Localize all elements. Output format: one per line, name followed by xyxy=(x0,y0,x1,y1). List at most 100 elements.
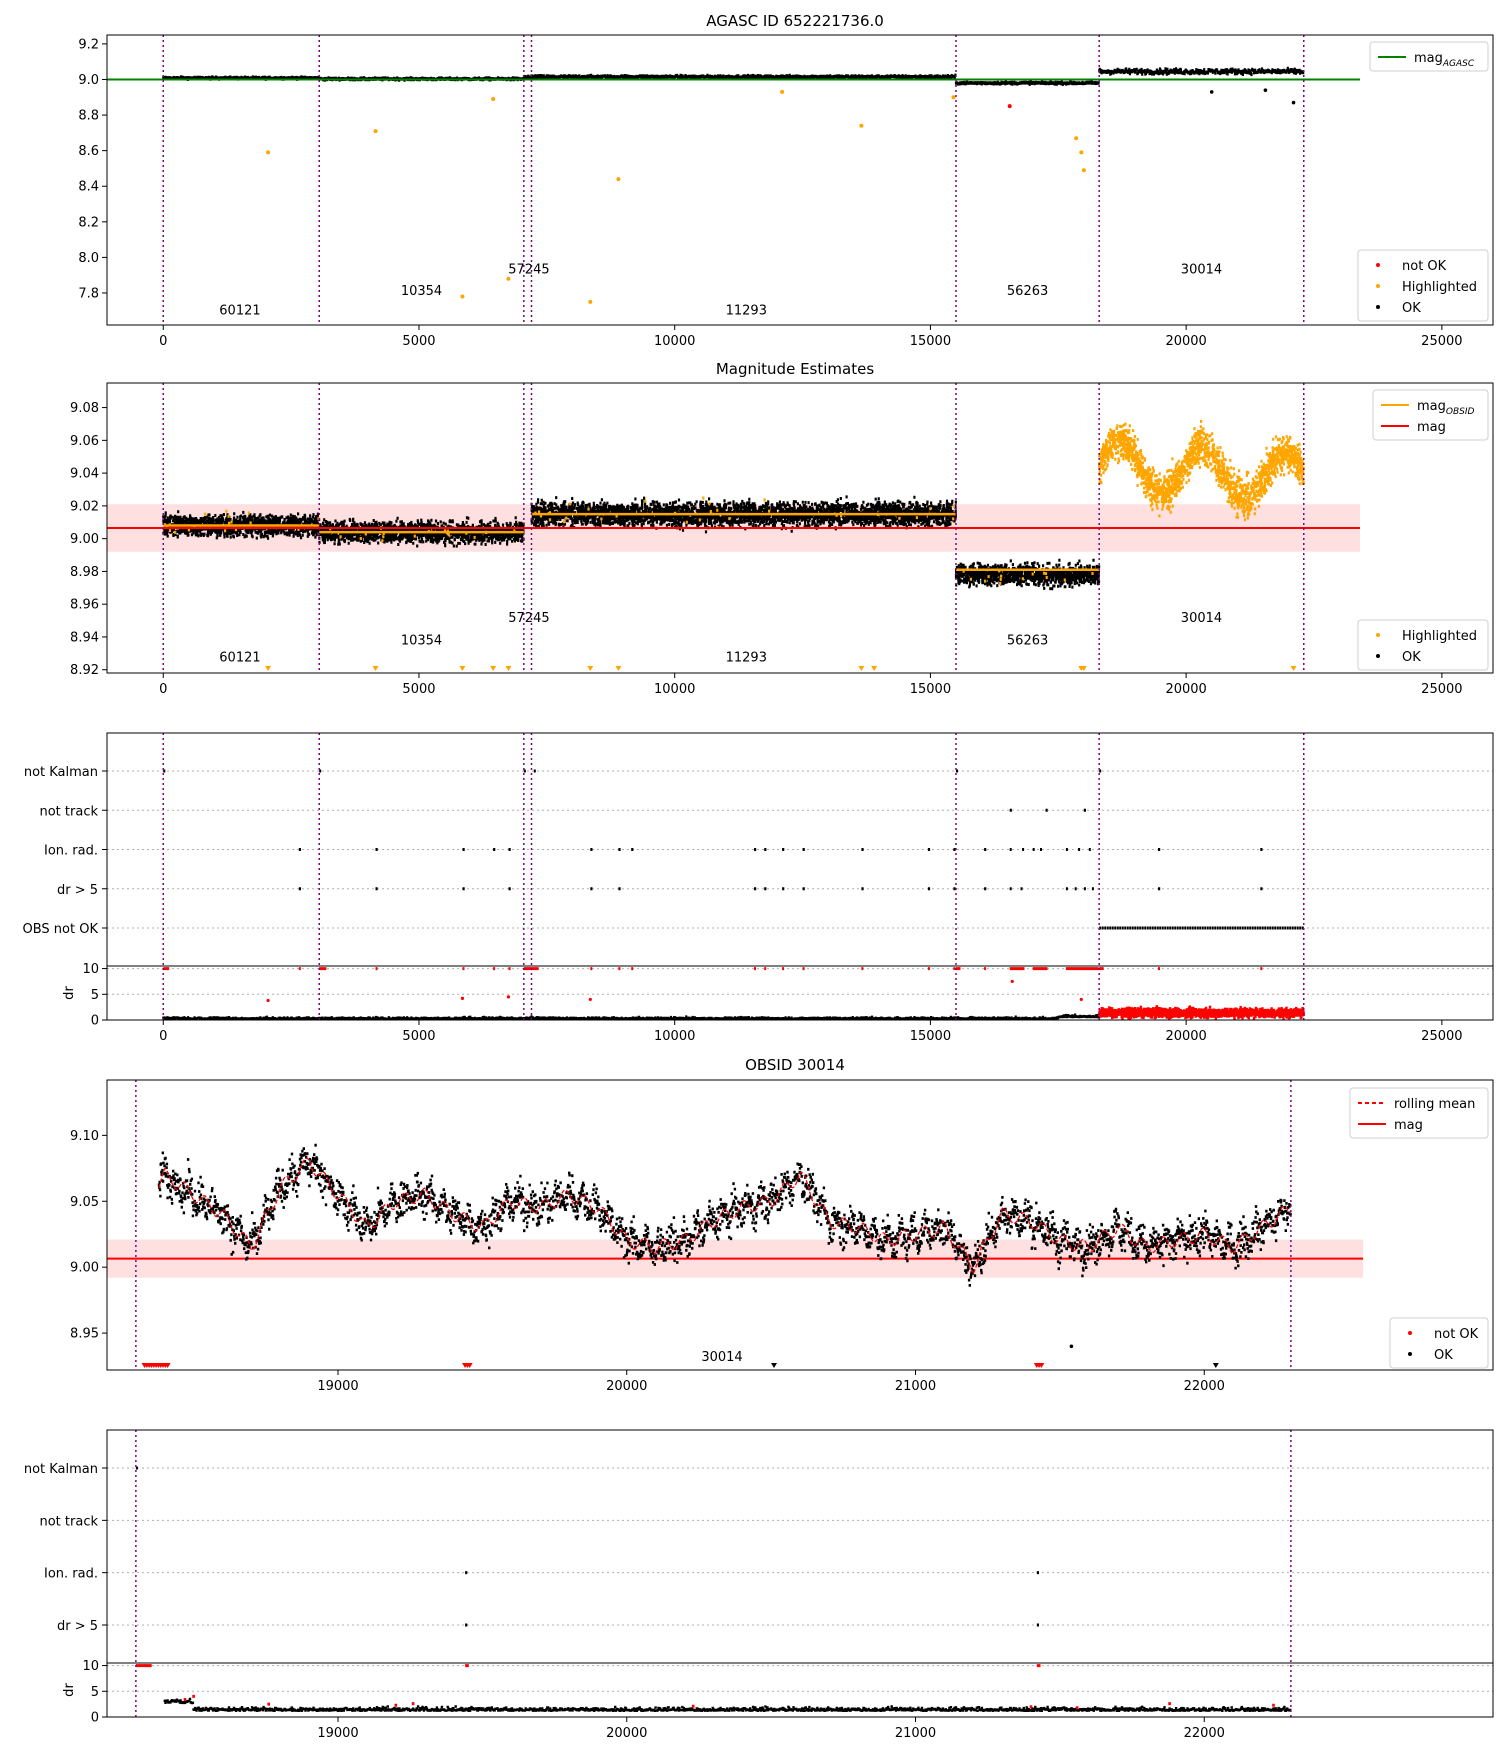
legend-frame xyxy=(1357,249,1489,322)
y-tick-label: 9.10 xyxy=(70,1129,99,1144)
highlighted-point xyxy=(951,95,956,100)
legend-label: OK xyxy=(1434,1348,1453,1363)
x-tick-label: 10000 xyxy=(654,334,695,349)
x-tick-label: 5000 xyxy=(402,334,435,349)
y-tick-label: 0 xyxy=(91,1014,99,1029)
clipped-marker xyxy=(372,666,379,671)
flag-row-label: not Kalman xyxy=(24,765,98,780)
not-ok-point xyxy=(1007,104,1012,109)
plot-frame xyxy=(106,34,1494,326)
legend-label: not OK xyxy=(1402,259,1447,274)
legend-marker xyxy=(1376,654,1380,658)
y-tick-label: 9.06 xyxy=(70,434,99,449)
y-tick-label: 9.05 xyxy=(70,1195,99,1210)
dr-points xyxy=(163,1697,1292,1712)
x-tick-label: 15000 xyxy=(910,334,951,349)
x-tick-label: 5000 xyxy=(402,1029,435,1044)
highlighted-point xyxy=(859,123,864,128)
highlighted-point xyxy=(491,97,496,102)
y-tick-label: 8.92 xyxy=(70,663,99,678)
x-tick-label: 20000 xyxy=(606,1726,647,1741)
legend-label: mag xyxy=(1417,420,1446,435)
ok-point xyxy=(1209,90,1214,94)
magnitude-estimates-panel: Magnitude Estimates 60121 10354 57245 11293… xyxy=(70,360,1494,697)
dr-not-ok-points xyxy=(183,1694,1275,1710)
clipped-not-ok-marker xyxy=(164,1363,171,1368)
y-tick-label: 8.98 xyxy=(70,565,99,580)
clipped-marker xyxy=(1290,666,1297,671)
legend-marker xyxy=(1408,1331,1412,1335)
clipped-marker xyxy=(871,666,878,671)
y-tick-label: 0 xyxy=(91,1711,99,1726)
legend-label: rolling mean xyxy=(1394,1097,1475,1112)
ok-point xyxy=(1263,88,1268,92)
flag-row-label: Ion. rad. xyxy=(44,844,98,859)
clipped-marker xyxy=(265,666,272,671)
dr-not-ok-point xyxy=(506,995,511,999)
legend-marker xyxy=(1376,305,1380,309)
flags-area: not Kalman not track Ion. rad. dr > 5 xyxy=(24,1462,1493,1634)
highlighted-point xyxy=(266,150,271,155)
x-tick-label: 19000 xyxy=(317,1379,358,1394)
obsid-labels: 60121 10354 57245 11293 56263 30014 xyxy=(219,611,1222,665)
obsid-label: 10354 xyxy=(401,284,442,299)
flag-row-label: not track xyxy=(39,804,98,819)
obsid-label: 30014 xyxy=(1181,262,1222,277)
x-tick-label: 25000 xyxy=(1421,334,1462,349)
x-tick-label: 0 xyxy=(159,682,167,697)
legend-label: Highlighted xyxy=(1402,629,1477,644)
obsid-labels: 60121 10354 57245 11293 56263 30014 xyxy=(219,262,1222,318)
clipped-marker xyxy=(459,666,466,671)
plot-frame xyxy=(106,382,1494,674)
x-tick-label: 20000 xyxy=(1165,682,1206,697)
legend-label: OK xyxy=(1402,650,1421,665)
y-tick-label: 8.8 xyxy=(78,109,99,124)
legend-frame xyxy=(1349,1087,1489,1139)
magnitude-point-cluster xyxy=(1098,419,1305,522)
plot-area xyxy=(107,1143,1364,1368)
agasc-panel: AGASC ID 652221736.0 60121 10354 57245 1129… xyxy=(78,12,1494,349)
x-tick-label: 0 xyxy=(159,334,167,349)
dr-not-ok-point xyxy=(1079,997,1083,1002)
flag-markers xyxy=(298,887,1263,891)
legend-marker xyxy=(1376,263,1380,267)
obsid-label: 60121 xyxy=(219,651,260,666)
x-axis: 0 5000 10000 15000 20000 25000 xyxy=(159,1020,1463,1044)
highlighted-point xyxy=(1079,150,1084,155)
legend-frame xyxy=(1369,41,1489,72)
x-axis: 19000 20000 21000 22000 xyxy=(317,1370,1225,1394)
legend-frame xyxy=(1389,1317,1489,1369)
clipped-marker xyxy=(505,666,512,671)
flag-row-label: not Kalman xyxy=(24,1462,98,1477)
legend-subscript: AGASC xyxy=(1442,59,1475,69)
y-tick-label: 10 xyxy=(82,962,99,977)
obsid-boundaries xyxy=(162,733,1305,1020)
legend-marker xyxy=(1376,284,1380,288)
dr-clipped-points xyxy=(163,967,1263,971)
legend-frame xyxy=(1357,619,1489,671)
x-axis: 19000 20000 21000 22000 xyxy=(317,1717,1225,1741)
ok-points xyxy=(162,66,1305,86)
x-tick-label: 10000 xyxy=(654,1029,695,1044)
legend: not OK OK xyxy=(1389,1317,1489,1369)
clipped-marker xyxy=(858,666,865,671)
x-tick-label: 21000 xyxy=(895,1379,936,1394)
dr-not-ok-point xyxy=(460,996,465,1001)
obsid-label: 60121 xyxy=(219,303,260,318)
clipped-ok-marker xyxy=(1212,1363,1219,1368)
flag-row-label: dr > 5 xyxy=(57,883,98,898)
obsid-label: 10354 xyxy=(401,633,442,648)
legend: rolling mean mag xyxy=(1349,1087,1489,1139)
y-tick-label: 8.94 xyxy=(70,630,99,645)
y-tick-label: 9.02 xyxy=(70,499,99,514)
flag-row-label: not track xyxy=(39,1514,98,1529)
ok-point-cluster xyxy=(1098,66,1305,77)
dr-not-ok-point xyxy=(1010,979,1014,984)
highlighted-point xyxy=(373,129,378,134)
obsid-label: 57245 xyxy=(508,262,549,277)
clipped-marker xyxy=(587,666,594,671)
clipped-not-ok-marker xyxy=(466,1363,473,1368)
obsid-label: 11293 xyxy=(726,651,767,666)
y-tick-label: 8.2 xyxy=(78,215,99,230)
clipped-not-ok-marker xyxy=(1038,1363,1045,1368)
